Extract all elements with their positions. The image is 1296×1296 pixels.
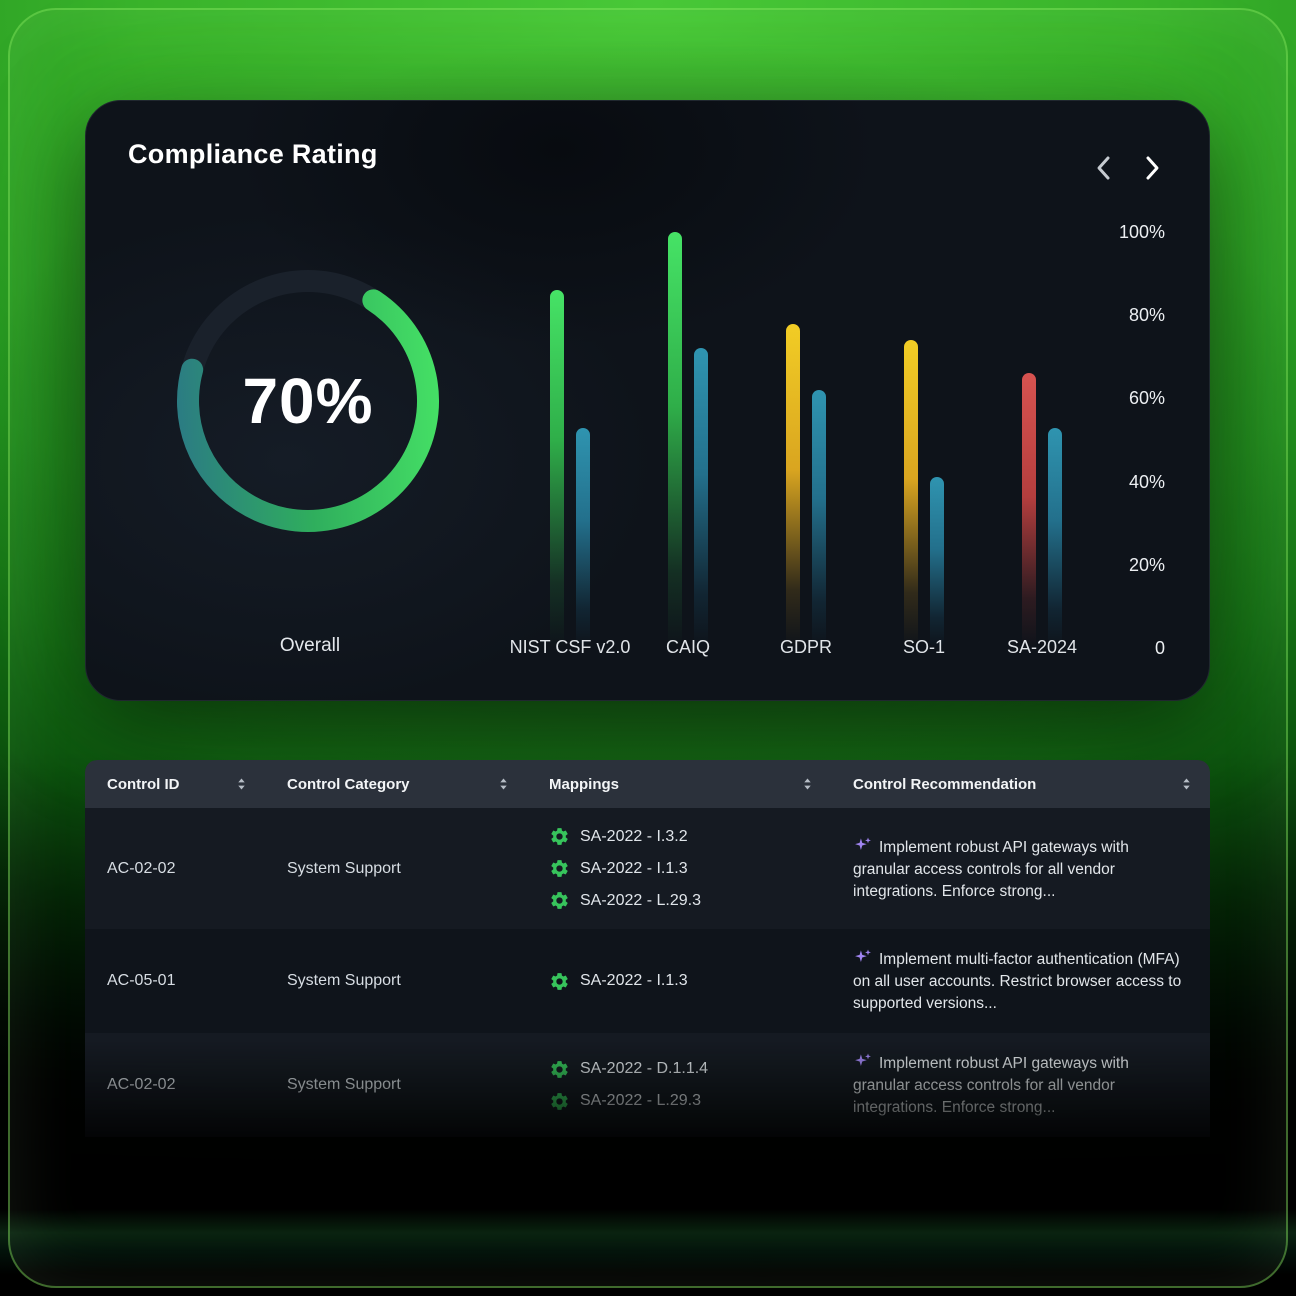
next-button[interactable]	[1141, 151, 1165, 185]
card-title: Compliance Rating	[128, 139, 378, 169]
bar-secondary-score-NIST CSF v2.0	[576, 427, 590, 648]
bar-secondary-score-CAIQ	[694, 348, 708, 648]
column-header-label: Control Recommendation	[853, 775, 1037, 793]
cell-mappings: SA-2022 - I.3.2 SA-2022 - I.1.3 SA-2022 - …	[527, 826, 831, 911]
prev-button[interactable]	[1091, 151, 1115, 185]
sort-icon	[804, 778, 811, 790]
column-header-mappings[interactable]: Mappings	[527, 776, 831, 793]
column-header-control-recommendation[interactable]: Control Recommendation	[831, 776, 1210, 793]
recommendation-text: Implement multi-factor authentication (M…	[853, 951, 1182, 1012]
x-axis-label: SA-2024	[1006, 637, 1078, 657]
table-row[interactable]: AC-02-02 System Support SA-2022 - I.3.2 SA-…	[85, 808, 1210, 929]
mapping-item[interactable]: SA-2022 - I.1.3	[549, 971, 831, 992]
bar-framework-score-GDPR	[786, 323, 800, 648]
y-axis-tick: 0	[1154, 638, 1165, 658]
ai-sparkle-icon	[855, 837, 871, 850]
cell-control-id: AC-02-02	[107, 1076, 176, 1093]
cell-control-category: System Support	[287, 972, 401, 989]
mapping-label: SA-2022 - D.1.1.4	[580, 1060, 709, 1077]
table-body: AC-02-02 System Support SA-2022 - I.3.2 SA-…	[85, 808, 1210, 1137]
y-axis-tick: 100%	[1118, 222, 1165, 242]
column-header-label: Control Category	[287, 775, 410, 793]
y-axis-tick: 40%	[1128, 471, 1165, 492]
chevron-left-icon	[1097, 156, 1110, 180]
mapping-item[interactable]: SA-2022 - D.1.1.4	[549, 1059, 831, 1080]
cell-control-category: System Support	[287, 1076, 401, 1093]
table-row[interactable]: AC-05-01 System Support SA-2022 - I.1.3 Imp…	[85, 929, 1210, 1033]
cell-control-id: AC-02-02	[107, 859, 176, 877]
ai-sparkle-icon	[855, 949, 871, 962]
bar-framework-score-CAIQ	[668, 232, 682, 648]
overall-label: Overall	[279, 635, 341, 656]
donut-ring	[177, 270, 439, 532]
ai-sparkle-icon	[855, 1053, 871, 1066]
recommendation-text: Implement robust API gateways with granu…	[853, 1055, 1129, 1116]
gear-icon	[551, 892, 568, 909]
background-bands	[0, 1146, 1296, 1296]
controls-table: Control ID Control Category Mappings Contro…	[85, 760, 1210, 1160]
bar-framework-score-SA-2024	[1022, 373, 1036, 648]
cell-mappings: SA-2022 - D.1.1.4 SA-2022 - L.29.3	[527, 1059, 831, 1112]
y-axis-tick: 20%	[1128, 554, 1165, 575]
bar-secondary-score-SO-1	[930, 477, 944, 648]
overall-donut-chart: 70%	[158, 251, 458, 551]
gear-icon	[551, 972, 568, 990]
y-axis-tick: 60%	[1128, 388, 1165, 409]
bar-framework-score-SO-1	[904, 340, 918, 648]
chevron-right-icon	[1146, 156, 1159, 180]
donut-progress-arc	[177, 270, 439, 532]
bar-framework-score-NIST CSF v2.0	[550, 290, 564, 648]
table-header-row: Control ID Control Category Mappings Contro…	[85, 760, 1210, 808]
card-nav	[1091, 151, 1165, 185]
x-axis-label: GDPR	[779, 637, 832, 657]
overall-score-value: 70%	[242, 365, 374, 437]
mapping-item[interactable]: SA-2022 - L.29.3	[549, 890, 831, 911]
sort-icon	[500, 778, 507, 790]
column-header-label: Mappings	[549, 775, 619, 793]
cell-control-category: System Support	[287, 859, 401, 877]
column-header-control-id[interactable]: Control ID	[85, 776, 265, 793]
compliance-rating-card: Compliance Rating 70% Ove	[85, 100, 1210, 701]
column-header-label: Control ID	[107, 775, 180, 793]
mapping-item[interactable]: SA-2022 - I.3.2	[549, 826, 831, 847]
x-axis-label: CAIQ	[665, 637, 710, 657]
mapping-item[interactable]: SA-2022 - L.29.3	[549, 1091, 831, 1112]
recommendation-text: Implement robust API gateways with granu…	[853, 838, 1129, 900]
table-row[interactable]: AC-02-02 System Support SA-2022 - D.1.1.4 S…	[85, 1033, 1210, 1137]
cell-mappings: SA-2022 - I.1.3	[527, 971, 831, 992]
bar-secondary-score-GDPR	[812, 390, 826, 648]
gear-icon	[551, 828, 568, 845]
mapping-label: SA-2022 - I.1.3	[580, 972, 688, 989]
bar-secondary-score-SA-2024	[1048, 427, 1062, 648]
cell-recommendation: Implement multi-factor authentication (M…	[831, 947, 1210, 1015]
mapping-label: SA-2022 - L.29.3	[580, 891, 701, 909]
y-axis-tick: 80%	[1128, 305, 1165, 326]
gear-icon	[551, 860, 568, 877]
column-header-control-category[interactable]: Control Category	[265, 776, 527, 793]
mapping-label: SA-2022 - I.1.3	[580, 859, 688, 877]
x-axis-label: SO-1	[902, 637, 945, 657]
sort-icon	[1183, 778, 1190, 790]
cell-control-id: AC-05-01	[107, 972, 176, 989]
cell-recommendation: Implement robust API gateways with granu…	[831, 835, 1210, 903]
mapping-item[interactable]: SA-2022 - I.1.3	[549, 858, 831, 879]
gear-icon	[551, 1092, 568, 1110]
x-axis-label: NIST CSF v2.0	[509, 637, 631, 657]
mapping-label: SA-2022 - L.29.3	[580, 1092, 701, 1109]
gear-icon	[551, 1060, 568, 1078]
sort-icon	[238, 778, 245, 790]
mapping-label: SA-2022 - I.3.2	[580, 827, 688, 845]
cell-recommendation: Implement robust API gateways with granu…	[831, 1051, 1210, 1119]
